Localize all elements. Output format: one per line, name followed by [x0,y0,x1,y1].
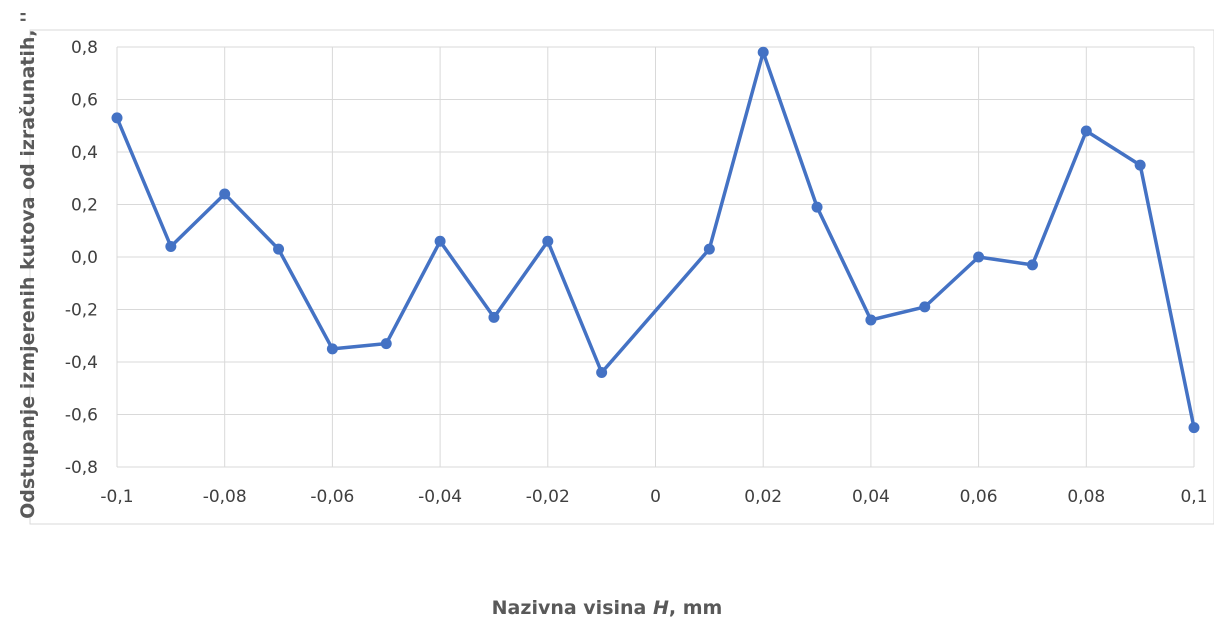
y-tick-label: 0,6 [71,91,98,111]
x-axis-tick-labels: -0,1 -0,08 -0,06 -0,04 -0,02 0 0,02 0,04 0,06 0,0… [100,487,1207,507]
x-tick-label: -0,06 [310,487,354,507]
data-point [865,314,877,326]
x-tick-label: 0,08 [1067,487,1105,507]
x-axis-title: Nazivna visina H, mm [492,597,723,618]
y-tick-label: 0,4 [71,143,98,163]
x-axis-title-variable: H [653,597,669,618]
data-point [111,112,123,124]
series-line [115,50,1196,428]
x-tick-label: -0,08 [203,487,247,507]
data-point [1134,159,1146,171]
data-point [273,243,285,255]
data-point [973,251,985,263]
x-tick-label: -0,02 [526,487,570,507]
y-tick-label: -0,6 [65,406,98,426]
x-tick-label: 0,04 [852,487,890,507]
data-point [757,46,769,58]
y-tick-label: -0,4 [65,353,98,373]
x-axis-title-prefix: Nazivna visina [492,597,653,618]
data-point [919,301,931,313]
data-point [596,367,608,378]
data-series [111,46,1200,434]
data-point [1080,125,1092,137]
x-tick-label: 0 [650,487,661,507]
horizontal-gridlines [117,46,1194,468]
y-tick-label: 0,8 [71,38,98,58]
data-point [811,201,823,213]
y-tick-label: -0,8 [65,458,98,478]
data-point [1026,259,1038,271]
data-point [380,338,392,350]
data-point [219,188,231,200]
data-point [1188,422,1200,434]
data-point [434,235,446,247]
x-tick-label: 0,02 [744,487,782,507]
x-axis-title-unit: , mm [669,597,722,618]
x-tick-label: -0,1 [100,487,133,507]
y-axis-title: Odstupanje izmjerenih kutova od izračuna… [17,11,39,519]
data-point [703,243,715,255]
x-tick-label: 0,06 [960,487,998,507]
data-point [165,241,177,252]
y-axis-tick-labels: -0,8 -0,6 -0,4 -0,2 0,0 0,2 0,4 0,6 0,8 [65,38,98,478]
data-point [542,235,554,247]
y-tick-label: 0,0 [71,248,98,268]
x-tick-label: 0,1 [1180,487,1207,507]
chart-area-border [29,29,1214,525]
y-tick-label: -0,2 [65,301,98,321]
data-point [488,311,500,323]
x-tick-label: -0,04 [418,487,462,507]
data-point [326,343,338,355]
y-tick-label: 0,2 [71,196,98,216]
